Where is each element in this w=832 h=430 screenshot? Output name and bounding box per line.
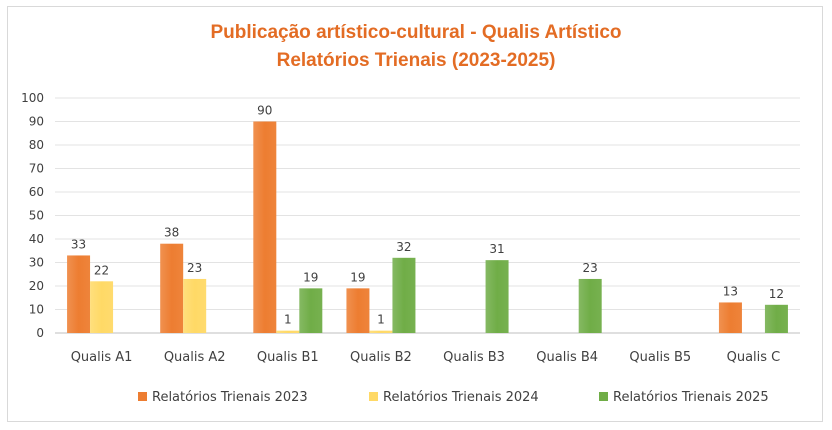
bar [718,302,742,333]
bar [485,260,509,333]
data-label: 19 [303,270,318,284]
data-label: 13 [723,284,738,298]
y-tick-label: 100 [21,91,44,105]
data-label: 23 [583,261,598,275]
bar [160,243,184,333]
y-tick-label: 70 [29,162,44,176]
legend-label: Relatórios Trienais 2023 [152,390,308,405]
legend-label: Relatórios Trienais 2025 [613,390,769,405]
x-tick-label: Qualis A2 [164,350,226,365]
x-tick-label: Qualis B1 [257,350,319,365]
bar [578,278,602,333]
bar [392,257,416,333]
bar [299,288,323,333]
legend-swatch [138,392,147,401]
data-label: 12 [769,287,784,301]
data-label: 22 [94,263,109,277]
data-label: 32 [396,240,411,254]
data-label: 23 [187,261,202,275]
y-tick-label: 60 [29,185,44,199]
bar [253,121,277,333]
x-tick-label: Qualis C [727,350,781,365]
data-label: 38 [164,226,179,240]
bar [346,288,370,333]
bar [764,304,788,333]
data-label: 31 [489,242,504,256]
data-label: 1 [284,313,292,327]
bar [183,278,207,333]
bar [67,255,91,333]
x-tick-label: Qualis A1 [71,350,133,365]
chart-subtitle: Relatórios Trienais (2023-2025) [276,50,556,71]
legend-swatch [599,392,608,401]
x-tick-label: Qualis B4 [536,350,598,365]
data-label: 90 [257,104,272,118]
y-tick-label: 0 [36,326,44,340]
x-tick-label: Qualis B3 [443,350,505,365]
data-label: 19 [350,270,365,284]
y-tick-label: 90 [29,115,44,129]
y-tick-label: 30 [29,256,44,270]
data-label: 1 [377,313,385,327]
y-tick-label: 10 [29,303,44,317]
bar [90,281,114,333]
y-tick-label: 80 [29,138,44,152]
chart-title: Publicação artístico-cultural - Qualis A… [210,22,622,43]
y-tick-label: 50 [29,209,44,223]
x-tick-label: Qualis B5 [629,350,691,365]
chart-frame [7,6,823,422]
y-tick-label: 40 [29,232,44,246]
data-label: 33 [71,237,86,251]
bar [369,330,393,333]
legend-swatch [369,392,378,401]
bar [276,330,300,333]
y-tick-label: 20 [29,279,44,293]
legend-label: Relatórios Trienais 2024 [383,390,539,405]
x-tick-label: Qualis B2 [350,350,412,365]
